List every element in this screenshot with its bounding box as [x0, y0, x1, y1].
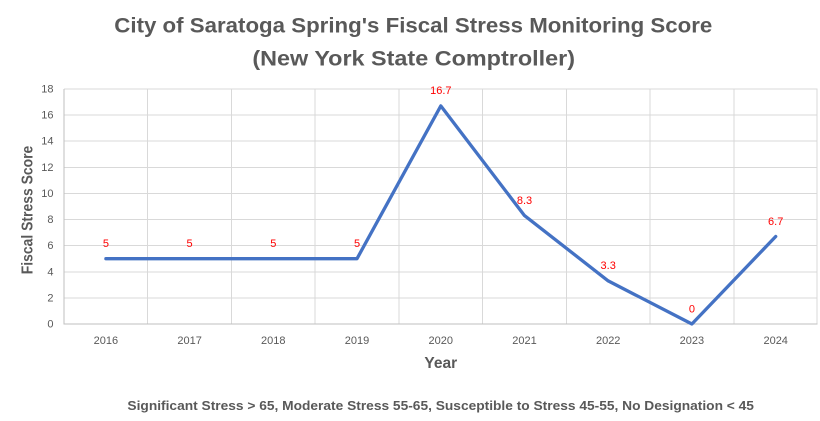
svg-text:Significant Stress > 65, Moder: Significant Stress > 65, Moderate Stress…: [127, 398, 754, 413]
svg-text:0: 0: [47, 319, 53, 331]
svg-text:2016: 2016: [94, 335, 118, 347]
svg-text:5: 5: [103, 238, 109, 250]
svg-text:2023: 2023: [680, 335, 704, 347]
svg-text:2017: 2017: [177, 335, 201, 347]
svg-text:5: 5: [187, 238, 193, 250]
svg-text:4: 4: [47, 266, 53, 278]
svg-text:2019: 2019: [345, 335, 369, 347]
svg-text:2021: 2021: [512, 335, 536, 347]
svg-text:2018: 2018: [261, 335, 285, 347]
svg-text:2022: 2022: [596, 335, 620, 347]
svg-text:5: 5: [270, 238, 276, 250]
svg-text:6.7: 6.7: [768, 216, 783, 228]
svg-text:10: 10: [41, 188, 53, 200]
svg-text:8.3: 8.3: [517, 195, 532, 207]
svg-text:2020: 2020: [429, 335, 453, 347]
svg-text:Year: Year: [424, 355, 457, 372]
svg-text:18: 18: [41, 84, 53, 96]
svg-text:(New York State Comptroller): (New York State Comptroller): [252, 47, 575, 70]
svg-text:0: 0: [689, 303, 695, 315]
svg-text:3.3: 3.3: [601, 260, 616, 272]
svg-text:2024: 2024: [763, 335, 787, 347]
svg-text:5: 5: [354, 238, 360, 250]
svg-text:16: 16: [41, 110, 53, 122]
svg-text:Fiscal Stress Score: Fiscal Stress Score: [20, 146, 37, 275]
svg-text:8: 8: [47, 214, 53, 226]
svg-text:City of Saratoga Spring's Fisc: City of Saratoga Spring's Fiscal Stress …: [114, 14, 712, 37]
svg-text:16.7: 16.7: [430, 85, 451, 97]
svg-text:2: 2: [47, 292, 53, 304]
svg-text:14: 14: [41, 136, 53, 148]
svg-text:6: 6: [47, 240, 53, 252]
svg-text:12: 12: [41, 162, 53, 174]
